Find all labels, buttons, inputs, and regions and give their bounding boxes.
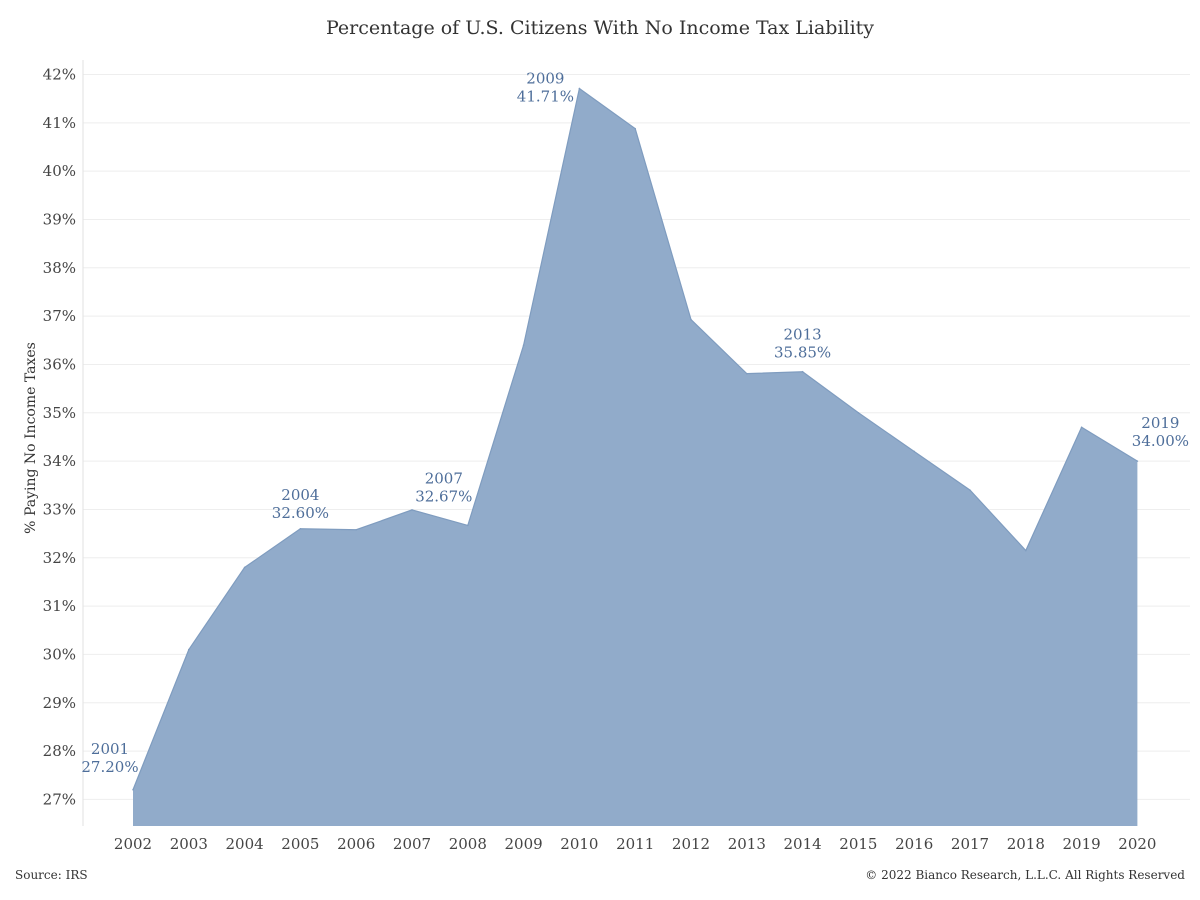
x-tick-label: 2014 [784, 835, 822, 853]
data-point-2008 [522, 344, 525, 346]
y-tick-label: 34% [43, 452, 76, 470]
x-tick-label: 2003 [170, 835, 208, 853]
y-tick-labels: 27% 28% 29% 30% 31% 32% 33% 34% 35% 36% 37% 38% 39% 4… [43, 65, 76, 808]
x-tick-label: 2016 [895, 835, 933, 853]
x-tick-label: 2012 [672, 835, 710, 853]
area-fill [133, 88, 1138, 826]
x-tick-label: 2002 [114, 835, 152, 853]
data-point-2018 [1080, 426, 1083, 429]
data-point-2003 [243, 566, 246, 569]
y-tick-label: 27% [43, 790, 76, 808]
annotation-year: 2001 [91, 740, 129, 758]
annotation-value: 32.67% [415, 487, 472, 505]
data-point-2010 [634, 127, 636, 130]
x-tick-label: 2013 [728, 835, 766, 853]
data-point-2013 [801, 370, 804, 373]
data-point-2015 [913, 450, 915, 453]
data-point-2011 [690, 318, 692, 321]
y-tick-label: 35% [43, 404, 76, 422]
y-tick-label: 37% [43, 307, 76, 325]
annotation-year: 2009 [526, 70, 564, 88]
x-tick-labels: 2002 2003 2004 2005 2006 2007 2008 2009 2010 2011… [114, 835, 1157, 853]
x-tick-label: 2007 [393, 835, 431, 853]
y-tick-label: 41% [43, 114, 76, 132]
x-tick-label: 2020 [1118, 835, 1156, 853]
annotation-value: 41.71% [517, 88, 574, 106]
y-tick-label: 30% [43, 645, 76, 663]
source-note: Source: IRS [15, 868, 88, 882]
data-point-2001 [132, 788, 134, 791]
annotation-value: 32.60% [272, 504, 329, 522]
data-point-2004 [299, 527, 302, 530]
annotation-value: 27.20% [81, 758, 138, 776]
annotation-value: 35.85% [774, 344, 831, 362]
annotation-value: 34.00% [1132, 432, 1189, 450]
data-point-2005 [355, 528, 358, 531]
x-tick-label: 2018 [1007, 835, 1045, 853]
x-tick-label: 2017 [951, 835, 989, 853]
x-tick-label: 2008 [449, 835, 487, 853]
x-tick-label: 2019 [1063, 835, 1101, 853]
data-point-2002 [188, 648, 190, 651]
y-tick-label: 42% [43, 65, 76, 83]
y-tick-label: 32% [43, 549, 76, 567]
data-point-2019 [1136, 460, 1139, 462]
annotation-year: 2007 [425, 469, 463, 487]
x-tick-label: 2006 [337, 835, 375, 853]
data-point-2016 [969, 489, 971, 491]
data-point-2014 [857, 411, 860, 414]
chart-title: Percentage of U.S. Citizens With No Inco… [325, 17, 875, 39]
area-series [132, 87, 1139, 826]
y-axis-title: % Paying No Income Taxes [23, 342, 39, 534]
x-tick-label: 2015 [839, 835, 877, 853]
y-tick-label: 40% [43, 162, 76, 180]
data-point-2009 [578, 87, 581, 90]
y-tick-label: 36% [43, 355, 76, 373]
annotation-year: 2013 [784, 326, 822, 344]
x-tick-label: 2009 [505, 835, 543, 853]
y-tick-label: 33% [43, 500, 76, 518]
y-tick-label: 31% [43, 597, 76, 615]
x-tick-label: 2011 [616, 835, 654, 853]
y-tick-label: 39% [43, 210, 76, 228]
data-point-2012 [746, 372, 748, 375]
x-tick-label: 2005 [281, 835, 319, 853]
data-point-2006 [411, 509, 413, 511]
annotation-year: 2019 [1141, 414, 1179, 432]
axes: % Paying No Income Taxes [23, 342, 39, 534]
x-tick-label: 2010 [560, 835, 598, 853]
copyright-note: © 2022 Bianco Research, L.L.C. All Right… [865, 868, 1185, 882]
y-tick-label: 29% [43, 694, 76, 712]
data-point-2017 [1025, 549, 1027, 552]
y-tick-label: 38% [43, 259, 76, 277]
data-point-2007 [467, 524, 469, 527]
x-tick-label: 2004 [226, 835, 264, 853]
annotation-year: 2004 [281, 486, 319, 504]
y-tick-label: 28% [43, 742, 76, 760]
